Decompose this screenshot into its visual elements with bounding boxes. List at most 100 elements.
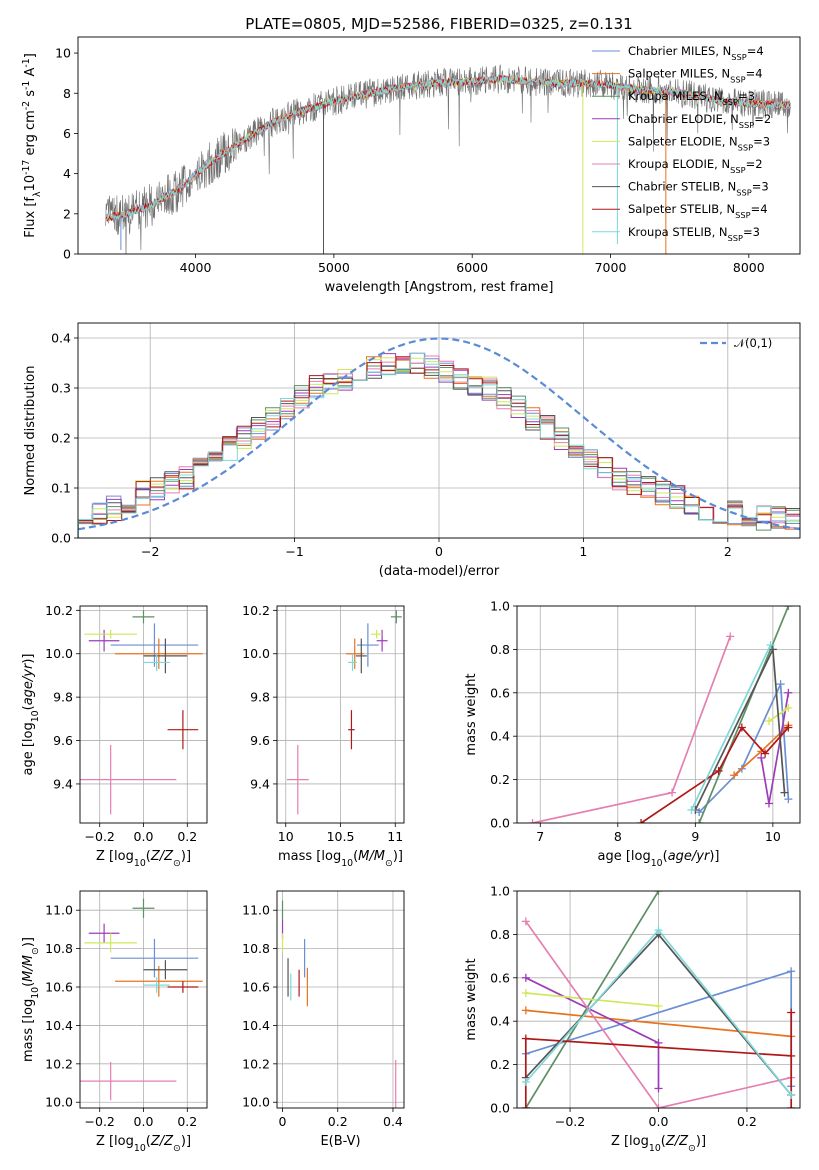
histogram-series-0 (78, 358, 800, 538)
legend-entry: Salpeter ELODIE, NSSP=3 (628, 134, 770, 152)
weight-marker (521, 1034, 530, 1043)
plot-area (80, 610, 203, 815)
plot-area (78, 337, 800, 538)
spectrum-series-6 (105, 64, 791, 254)
legend-entry: Chabrier MILES, NSSP=4 (628, 44, 764, 62)
errorbar-point (167, 981, 199, 993)
errorbar-point (115, 965, 203, 997)
spectrum-series-8 (105, 74, 791, 221)
axes-frame (77, 36, 801, 255)
y-tick-label: 0.8 (490, 642, 510, 657)
x-tick-label: 1 (579, 544, 587, 559)
y-tick-label: 1.0 (490, 884, 510, 899)
y-tick-label: 0.8 (490, 927, 510, 942)
plot-area (521, 891, 796, 1108)
y-tick-label: 10.2 (45, 1056, 73, 1071)
errorbar-point (84, 629, 137, 639)
legend-entry: Salpeter MILES, NSSP=4 (628, 67, 763, 85)
weight-marker (784, 723, 793, 732)
axes-frame (516, 605, 801, 824)
errorbar-point (110, 623, 199, 667)
weight-marker (761, 749, 770, 758)
weight-marker (654, 1038, 663, 1047)
weight-marker (726, 632, 735, 641)
weight-marker (787, 1051, 796, 1060)
y-tick-label: 6 (63, 126, 71, 141)
plot-area (281, 900, 397, 1108)
weight-marker (654, 891, 663, 895)
x-tick-label: 10 (278, 829, 294, 844)
y-tick-label: 10.0 (242, 646, 270, 661)
chart-title: PLATE=0805, MJD=52586, FIBERID=0325, z=0… (245, 15, 632, 33)
errorbar-point (356, 623, 379, 667)
y-tick-label: 8 (63, 86, 71, 101)
axes-weight-vs-age: 7 8 9 10 0.0 0.2 0.4 0.6 0.8 1.0 age [log10(age/yr… (464, 599, 801, 869)
axes-frame (79, 605, 208, 824)
x-tick-label: 4000 (180, 260, 212, 275)
x-tick-label: 2 (724, 544, 732, 559)
y-tick-label: 10.0 (242, 1095, 270, 1110)
axes-spectrum: 4000 5000 6000 7000 8000 0 2 4 6 8 10 wavelength [A… (21, 15, 801, 295)
errorbar-point (143, 977, 170, 993)
y-tick-label: 0.3 (51, 381, 71, 396)
y-tick-label: 11.0 (45, 903, 73, 918)
legend-entry: Chabrier ELODIE, NSSP=2 (628, 112, 771, 130)
errorbar-point (143, 960, 188, 980)
errorbar-point (143, 653, 170, 672)
y-tick-label: 0.0 (490, 1101, 510, 1116)
weight-marker (521, 1006, 530, 1015)
x-tick-label: 0.2 (177, 1114, 197, 1129)
errorbar-point (286, 744, 309, 815)
weight-marker (776, 680, 785, 689)
errorbar-point (88, 923, 120, 943)
x-tick-label: 11 (387, 829, 403, 844)
weight-marker (766, 641, 775, 650)
axes-weight-vs-Z: −0.2 0.0 0.2 0.0 0.2 0.4 0.6 0.8 1.0 Z [log10(Z/Z… (464, 884, 801, 1154)
y-tick-label: 0.6 (490, 970, 510, 985)
errorbar-point (80, 1061, 177, 1101)
x-tick-label: 0.0 (134, 829, 154, 844)
weight-marker (787, 1104, 796, 1108)
y-axis-label: age [log10(age/yr)] (21, 653, 41, 775)
x-tick-label: 0.0 (134, 1114, 154, 1129)
y-tick-label: 10.2 (242, 603, 270, 618)
weight-marker (521, 1104, 530, 1108)
weight-marker (668, 788, 677, 797)
errorbar-point (348, 710, 355, 750)
x-tick-label: 7 (536, 829, 544, 844)
y-tick-label: 9.4 (250, 776, 270, 791)
axes-frame (79, 890, 208, 1109)
axes-frame (276, 605, 405, 824)
x-axis-label: Z [log10(Z/Z⊙)] (611, 1134, 706, 1154)
axes-mass-vs-Z: −0.2 0.0 0.2 10.0 10.2 10.4 10.6 10.8 11.0 Z [log… (21, 890, 208, 1154)
weight-marker (787, 1008, 796, 1017)
x-tick-label: 0 (279, 1114, 287, 1129)
x-tick-label: 0.4 (383, 1114, 403, 1129)
y-tick-label: 10.0 (45, 1095, 73, 1110)
x-tick-label: −2 (141, 544, 159, 559)
legend-entry: Kroupa ELODIE, NSSP=2 (628, 157, 763, 175)
y-tick-label: 0.4 (490, 729, 510, 744)
axes-frame (516, 890, 801, 1109)
x-tick-label: 0.0 (649, 1114, 669, 1129)
weight-marker (654, 1002, 663, 1011)
weight-series-5 (532, 636, 731, 823)
axes-residuals: −2 −1 0 1 2 0.0 0.1 0.2 0.3 0.4 (data-model)/error… (23, 322, 801, 579)
weight-series-8 (690, 644, 772, 811)
y-tick-label: 9.8 (250, 690, 270, 705)
axes-age-vs-Z: −0.2 0.0 0.2 9.4 9.6 9.8 10.0 10.2 Z [log10(Z/Z⊙… (21, 603, 208, 869)
weight-marker (521, 988, 530, 997)
plot-area (105, 64, 791, 254)
errorbar-point (110, 939, 199, 978)
y-tick-label: 0.2 (51, 431, 71, 446)
y-tick-label: 10.4 (45, 1018, 73, 1033)
weight-marker (521, 973, 530, 982)
weight-marker (654, 1104, 663, 1108)
errorbar-point (348, 653, 357, 672)
x-tick-label: 7000 (595, 260, 627, 275)
y-axis-label: mass weight (464, 673, 479, 755)
y-tick-label: 0.0 (51, 531, 71, 546)
y-tick-label: 9.4 (53, 776, 73, 791)
x-tick-label: 10.5 (327, 829, 355, 844)
x-tick-label: −0.2 (85, 829, 115, 844)
